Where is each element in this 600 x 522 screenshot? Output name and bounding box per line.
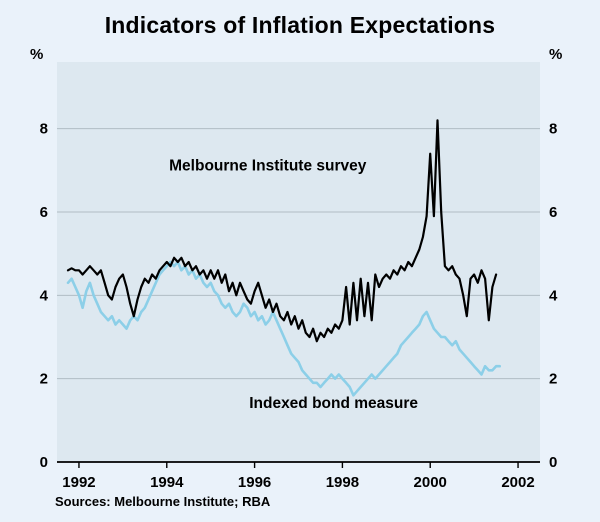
x-tick-label: 1992	[62, 474, 95, 491]
x-tick-label: 1994	[150, 474, 184, 491]
source-note: Sources: Melbourne Institute; RBA	[55, 494, 271, 509]
x-tick-label: 2000	[414, 474, 447, 491]
y-tick-label-left: 6	[40, 204, 48, 221]
series-label-indexed-bond-measure: Indexed bond measure	[249, 395, 418, 412]
y-tick-label-left: 0	[40, 454, 48, 471]
series-line-melbourne-institute-survey	[66, 119, 498, 343]
series-label-melbourne-institute-survey: Melbourne Institute survey	[169, 157, 367, 174]
y-tick-label-right: 2	[549, 371, 557, 388]
chart-title: Indicators of Inflation Expectations	[104, 12, 496, 38]
y-axis-unit-left: %	[30, 46, 44, 63]
y-tick-label-left: 8	[40, 121, 48, 138]
y-tick-label-left: 4	[40, 287, 49, 304]
y-tick-label-right: 0	[549, 454, 557, 471]
y-axis-unit-right: %	[549, 46, 563, 63]
x-tick-label: 2002	[501, 474, 534, 491]
y-tick-label-right: 8	[549, 121, 557, 138]
y-tick-label-right: 4	[549, 287, 558, 304]
y-tick-label-right: 6	[549, 204, 557, 221]
x-tick-label: 1996	[238, 474, 271, 491]
series-line-indexed-bond-measure	[66, 260, 502, 397]
y-tick-label-left: 2	[40, 371, 48, 388]
x-tick-label: 1998	[326, 474, 359, 491]
